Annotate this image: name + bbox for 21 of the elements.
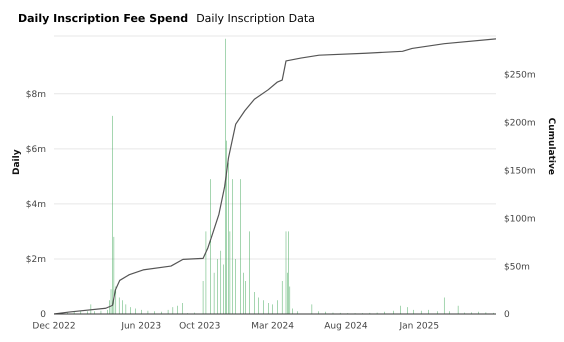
x-tick-label: Aug 2024: [324, 321, 368, 332]
chart-subtitle: Daily Inscription Data: [196, 12, 315, 25]
y2-tick-label: $50m: [504, 262, 530, 272]
y-tick-label: $8m: [26, 90, 46, 100]
y-tick-label: $6m: [26, 145, 46, 156]
y2-axis-title: Cumulative: [546, 118, 556, 175]
x-tick-label: Jan 2025: [398, 321, 440, 332]
x-tick-label: Jun 2023: [120, 321, 162, 332]
y-tick-label: $4m: [26, 200, 46, 210]
chart-title: Daily Inscription Fee Spend: [18, 12, 188, 25]
y2-tick-label: $100m: [504, 214, 536, 224]
y-tick-label: $2m: [26, 255, 46, 266]
x-tick-label: Oct 2023: [179, 321, 220, 332]
y2-tick-label: $150m: [504, 166, 536, 176]
x-tick-label: Dec 2022: [32, 321, 76, 332]
x-tick-label: Mar 2024: [251, 321, 294, 332]
y2-tick-label: $250m: [504, 70, 536, 81]
y2-tick-label: 0: [504, 310, 510, 320]
y2-tick-label: $200m: [504, 118, 536, 128]
y-axis-title: Daily: [12, 149, 22, 175]
y-tick-label: 0: [40, 310, 46, 320]
